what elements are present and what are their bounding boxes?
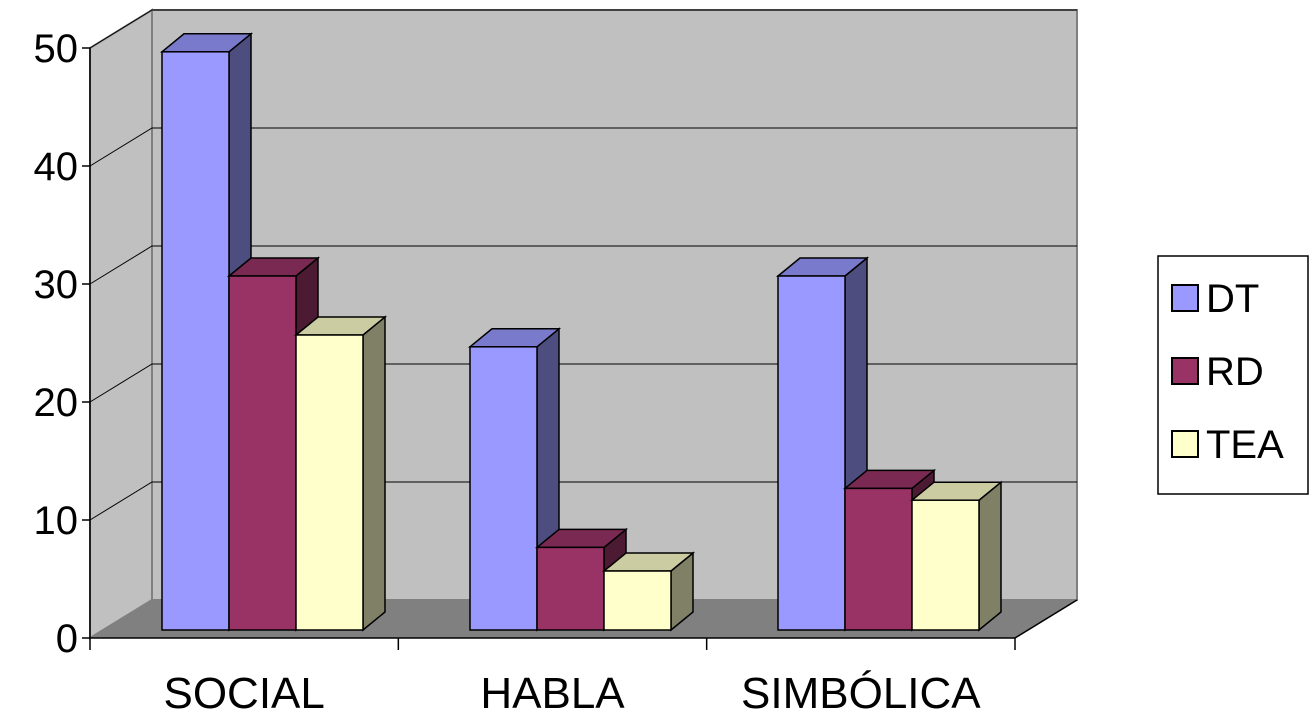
bar-tea-0 — [293, 315, 388, 632]
category-label: HABLA — [480, 669, 625, 715]
bar-front — [161, 51, 230, 631]
side-wall — [89, 8, 153, 640]
gridline — [89, 245, 1077, 285]
y-tick-label: 50 — [34, 27, 79, 71]
legend-swatch — [1171, 430, 1199, 458]
y-tick-label: 40 — [34, 145, 79, 189]
bar-front — [228, 275, 297, 631]
bar-front — [777, 275, 846, 631]
y-tick-labels: 0 10 20 30 40 50 — [34, 27, 79, 661]
y-tick-label: 10 — [34, 499, 79, 543]
gridline — [89, 127, 1077, 167]
legend-swatch — [1171, 357, 1199, 385]
legend-label: DT — [1206, 277, 1259, 321]
bar-front — [536, 546, 605, 631]
bar-front — [911, 499, 980, 631]
bar-tea-1 — [601, 551, 696, 632]
bar-dt-2 — [775, 256, 870, 632]
gridline — [89, 481, 1077, 521]
x-axis-depth — [1014, 599, 1078, 639]
legend-swatch — [1171, 284, 1199, 312]
gridlines — [89, 9, 1077, 521]
bar-front — [844, 487, 913, 631]
gridline — [89, 9, 1077, 49]
bar-side — [978, 480, 1002, 632]
axes — [82, 47, 1078, 650]
bars — [159, 32, 1004, 632]
legend-label: TEA — [1206, 423, 1284, 467]
bar-front — [603, 570, 672, 631]
bar-front — [469, 346, 538, 631]
legend: DT RD TEA — [1157, 255, 1309, 495]
y-tick-label: 20 — [34, 381, 79, 425]
bar-side — [362, 315, 386, 632]
legend-label: RD — [1206, 350, 1264, 394]
y-tick-label: 30 — [34, 263, 79, 307]
gridline — [89, 363, 1077, 403]
bar-tea-2 — [909, 480, 1004, 632]
category-label: SIMBÓLICA — [741, 669, 981, 715]
bar-front — [295, 334, 364, 631]
y-tick-label: 0 — [56, 617, 78, 661]
category-label: SOCIAL — [163, 669, 324, 715]
x-category-labels: SOCIAL HABLA SIMBÓLICA — [163, 669, 981, 715]
